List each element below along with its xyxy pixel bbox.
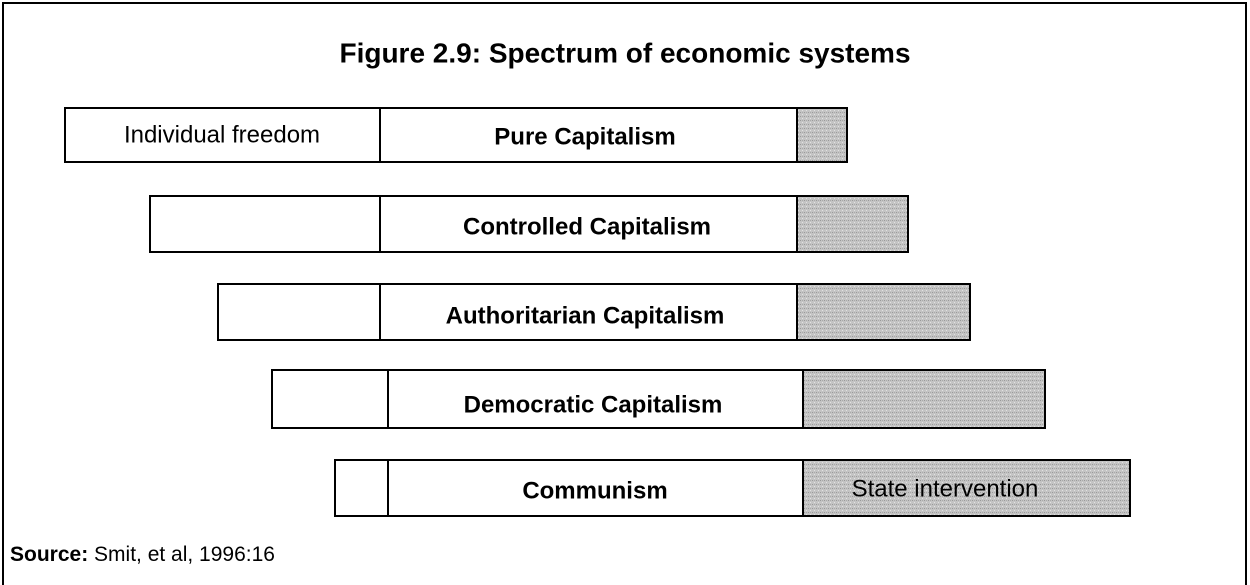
state-box bbox=[802, 459, 1131, 517]
title: Figure 2.9: Spectrum of economic systems bbox=[339, 37, 910, 68]
system-label: Controlled Capitalism bbox=[463, 213, 711, 240]
left-box bbox=[271, 369, 389, 429]
left-label: Individual freedom bbox=[124, 121, 320, 148]
system-box bbox=[387, 459, 804, 517]
left-box bbox=[334, 459, 389, 517]
system-box bbox=[379, 107, 798, 163]
system-label: Democratic Capitalism bbox=[464, 391, 723, 418]
source: Source: Smit, et al, 1996:16 bbox=[10, 543, 275, 566]
state-box bbox=[796, 195, 909, 253]
state-box bbox=[796, 283, 971, 341]
system-label: Pure Capitalism bbox=[494, 123, 675, 150]
left-box bbox=[217, 283, 381, 341]
source-text: Smit, et al, 1996:16 bbox=[94, 543, 275, 566]
left-box bbox=[149, 195, 381, 253]
system-box bbox=[379, 195, 798, 253]
system-label: Communism bbox=[522, 477, 667, 504]
state-box bbox=[802, 369, 1046, 429]
state-box bbox=[796, 107, 848, 163]
system-label: Authoritarian Capitalism bbox=[446, 302, 725, 329]
right-label: State intervention bbox=[852, 475, 1039, 502]
source-label: Source: bbox=[10, 543, 88, 566]
